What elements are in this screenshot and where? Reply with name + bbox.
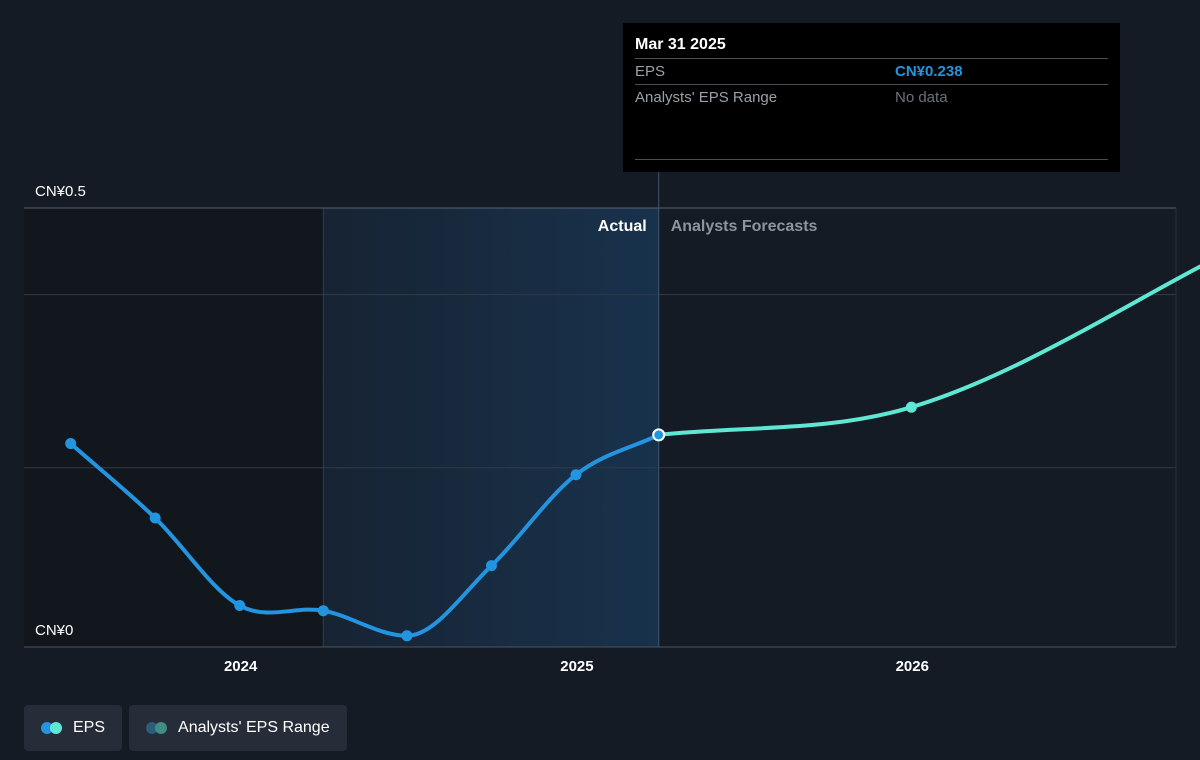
actual-eps-point [485,560,497,572]
hovered-eps-point [652,428,666,442]
forecast-eps-line [656,264,1200,437]
x-tick-label: 2024 [224,658,258,675]
actual-eps-point [401,630,413,642]
legend-eps-button[interactable]: EPS [24,705,123,751]
range-legend-icon [146,722,168,734]
actual-eps-point [149,512,161,524]
tooltip-date: Mar 31 2025 [635,36,726,53]
actual-eps-point [65,438,77,450]
tooltip-eps-value: CN¥0.238 [895,63,963,80]
tooltip-range-label: Analysts' EPS Range [635,89,778,106]
legend-range-label: Analysts' EPS Range [178,719,330,736]
actual-eps-point [570,469,582,481]
x-tick-label: 2025 [560,658,593,675]
past-region [24,208,324,647]
tooltip-eps-row: EPS CN¥0.238 [635,58,1108,84]
actual-eps-point [317,605,329,617]
forecast-eps-point [905,401,917,413]
actual-eps-point [234,599,246,611]
x-tick-label: 2026 [896,658,929,675]
tooltip-range-value: No data [895,89,948,106]
forecast-label: Analysts Forecasts [671,218,818,235]
tooltip-divider [635,159,1108,160]
legend: EPS Analysts' EPS Range [24,705,347,751]
y-tick-label: CN¥0 [35,622,73,639]
tooltip: Mar 31 2025 EPS CN¥0.238 Analysts' EPS R… [623,23,1120,172]
actual-label: Actual [598,218,647,235]
legend-eps-label: EPS [73,719,106,736]
eps-legend-icon [41,722,63,734]
legend-range-button[interactable]: Analysts' EPS Range [129,705,347,751]
y-tick-label: CN¥0.5 [35,183,86,200]
tooltip-range-row: Analysts' EPS Range No data [635,84,1108,110]
highlight-region [323,208,659,647]
tooltip-eps-label: EPS [635,63,666,80]
actual-eps-line [68,432,661,638]
